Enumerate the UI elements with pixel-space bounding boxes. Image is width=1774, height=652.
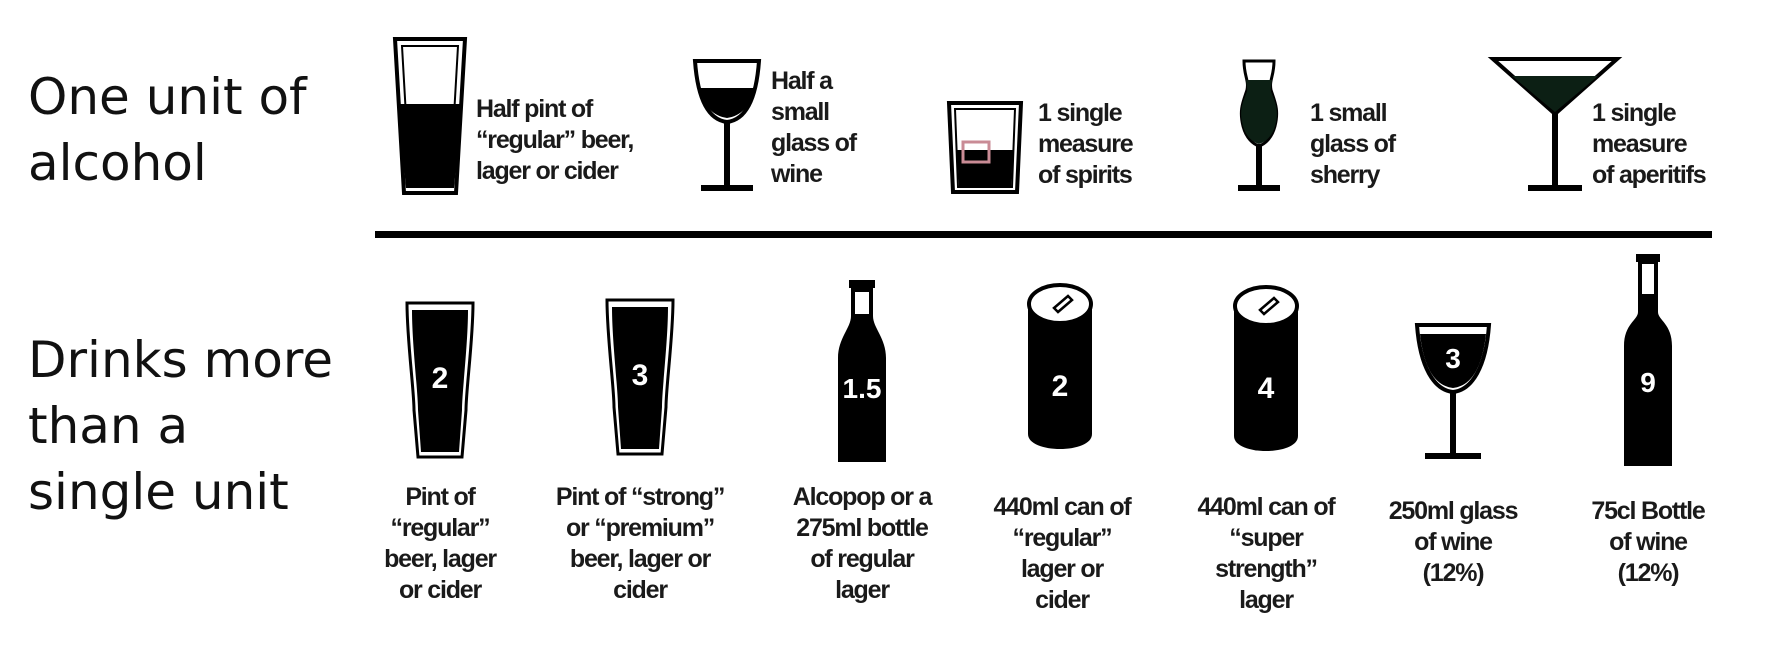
item-label: Alcopop or a 275ml bottle of regular lag… — [792, 483, 933, 604]
martini-glass-icon — [1487, 57, 1623, 191]
item-label: 75cl Bottle of wine (12%) — [1591, 497, 1705, 587]
one-unit-heading: One unit of alcohol — [28, 64, 307, 196]
unit-count: 2 — [432, 362, 449, 395]
item-label: Half a small glass of wine — [771, 67, 857, 188]
item-label: 440ml can of “regular” lager or cider — [993, 493, 1131, 614]
spirits-tumbler-icon — [946, 101, 1024, 194]
item-label: 1 small glass of sherry — [1310, 99, 1396, 189]
section-divider — [375, 231, 1712, 238]
pint-glass-icon: 2 — [405, 301, 475, 459]
unit-count: 3 — [1445, 343, 1461, 374]
unit-count: 9 — [1640, 367, 1656, 398]
wine-bottle-icon: 9 — [1624, 254, 1672, 466]
more-units-heading: Drinks more than a single unit — [28, 327, 333, 525]
item-label: Pint of “regular” beer, lager or cider — [384, 483, 497, 604]
item-label: 1 single measure of aperitifs — [1592, 99, 1707, 189]
can-icon: 4 — [1233, 285, 1299, 451]
item-label: Pint of “strong” or “premium” beer, lage… — [555, 483, 725, 604]
heading-line: alcohol — [28, 134, 207, 192]
ice-cube-icon — [961, 140, 991, 164]
unit-count: 4 — [1258, 372, 1275, 405]
item-label: 440ml can of “super strength” lager — [1197, 493, 1335, 614]
unit-count: 2 — [1052, 370, 1069, 403]
beer-bottle-icon: 1.5 — [838, 280, 886, 462]
heading-line: than a — [28, 397, 189, 455]
wine-glass-icon: 3 — [1414, 323, 1492, 459]
sherry-glass-icon — [1238, 59, 1280, 191]
item-label: 1 single measure of spirits — [1038, 99, 1134, 189]
small-wine-glass-icon — [692, 59, 762, 191]
pint-glass-icon: 3 — [605, 298, 675, 456]
heading-line: Drinks more — [28, 331, 334, 389]
item-label: 250ml glass of wine (12%) — [1388, 497, 1519, 587]
item-label: Half pint of “regular” beer, lager or ci… — [476, 95, 634, 185]
unit-count: 1.5 — [843, 373, 882, 404]
unit-count: 3 — [632, 359, 649, 392]
heading-line: single unit — [28, 463, 289, 521]
heading-line: One unit of — [28, 68, 307, 126]
can-icon: 2 — [1027, 283, 1093, 449]
half-pint-glass-icon — [392, 37, 468, 195]
